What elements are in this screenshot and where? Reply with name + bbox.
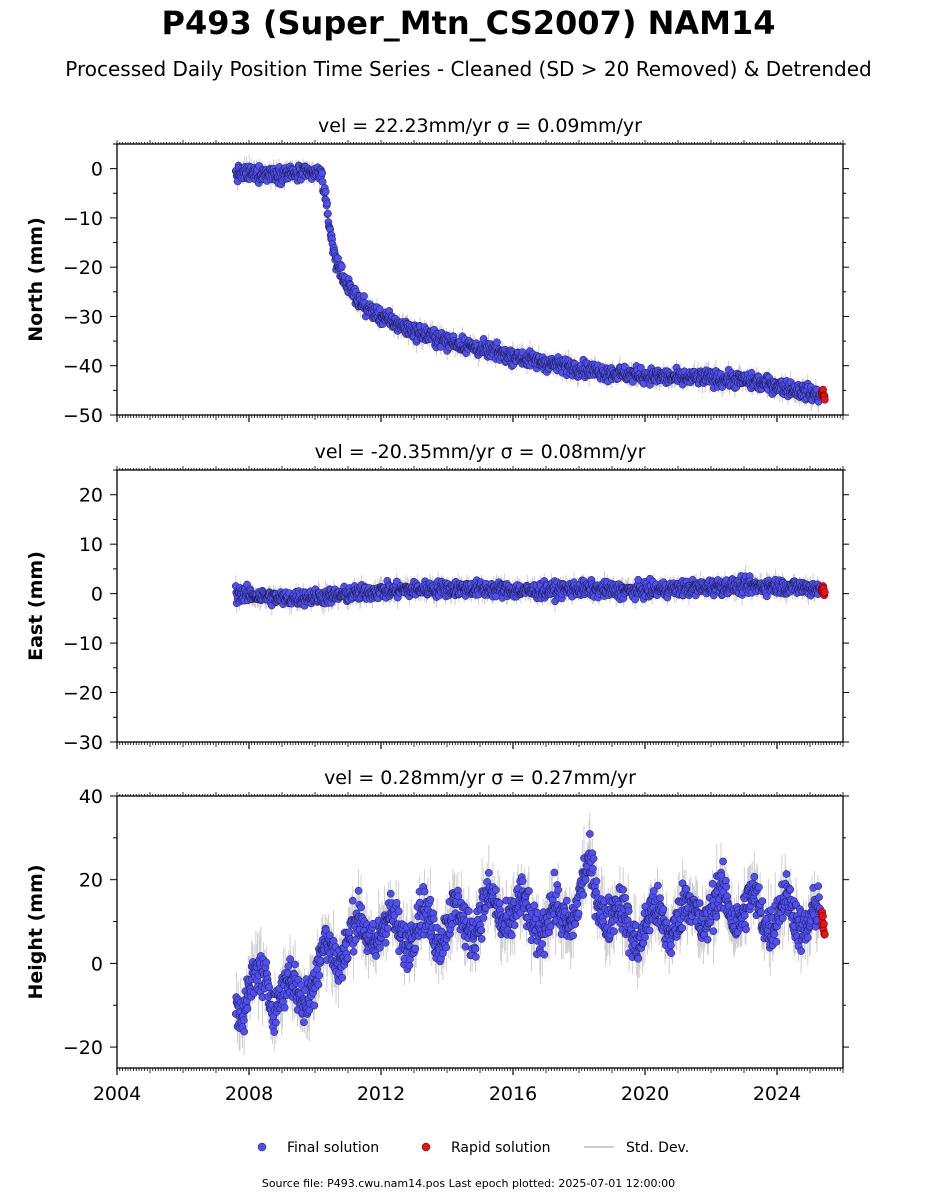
final-point — [762, 592, 771, 601]
rapid-point — [821, 588, 829, 597]
final-point — [637, 363, 645, 372]
y-tick-label: −20 — [63, 257, 103, 279]
final-point — [323, 199, 331, 208]
rapid-points — [817, 385, 829, 404]
x-ticks — [116, 140, 844, 422]
final-point — [321, 187, 330, 196]
figure-subtitle: Processed Daily Position Time Series - C… — [65, 57, 872, 81]
axes-frame — [116, 469, 844, 743]
plot-area — [231, 155, 829, 412]
rapid-points — [817, 582, 829, 600]
y-ticks — [110, 143, 849, 416]
final-point — [493, 338, 501, 347]
final-points — [231, 572, 824, 610]
plot-area — [231, 564, 829, 616]
final-point — [375, 305, 384, 313]
panel-north: 0 −10 −20 −30 −40 −50 vel = 22.23mm/yr σ = 0.0… — [25, 115, 849, 427]
panel-title: vel = 22.23mm/yr σ = 0.09mm/yr — [318, 115, 642, 137]
figure-title: P493 (Super_Mtn_CS2007) NAM14 — [161, 4, 776, 42]
final-point — [324, 209, 332, 218]
y-tick-label: −10 — [63, 208, 103, 230]
final-point — [360, 292, 368, 300]
final-point — [318, 169, 326, 178]
final-point — [620, 362, 629, 371]
y-tick-label: −40 — [63, 356, 103, 378]
y-tick-label: 0 — [91, 159, 103, 181]
final-point — [338, 262, 346, 271]
y-axis-label: North (mm) — [25, 217, 47, 342]
final-points — [231, 161, 824, 406]
y-tick-label: −50 — [63, 405, 103, 427]
y-tick-label: −30 — [63, 306, 103, 328]
x-ticks — [116, 466, 844, 749]
rapid-point — [821, 395, 829, 404]
